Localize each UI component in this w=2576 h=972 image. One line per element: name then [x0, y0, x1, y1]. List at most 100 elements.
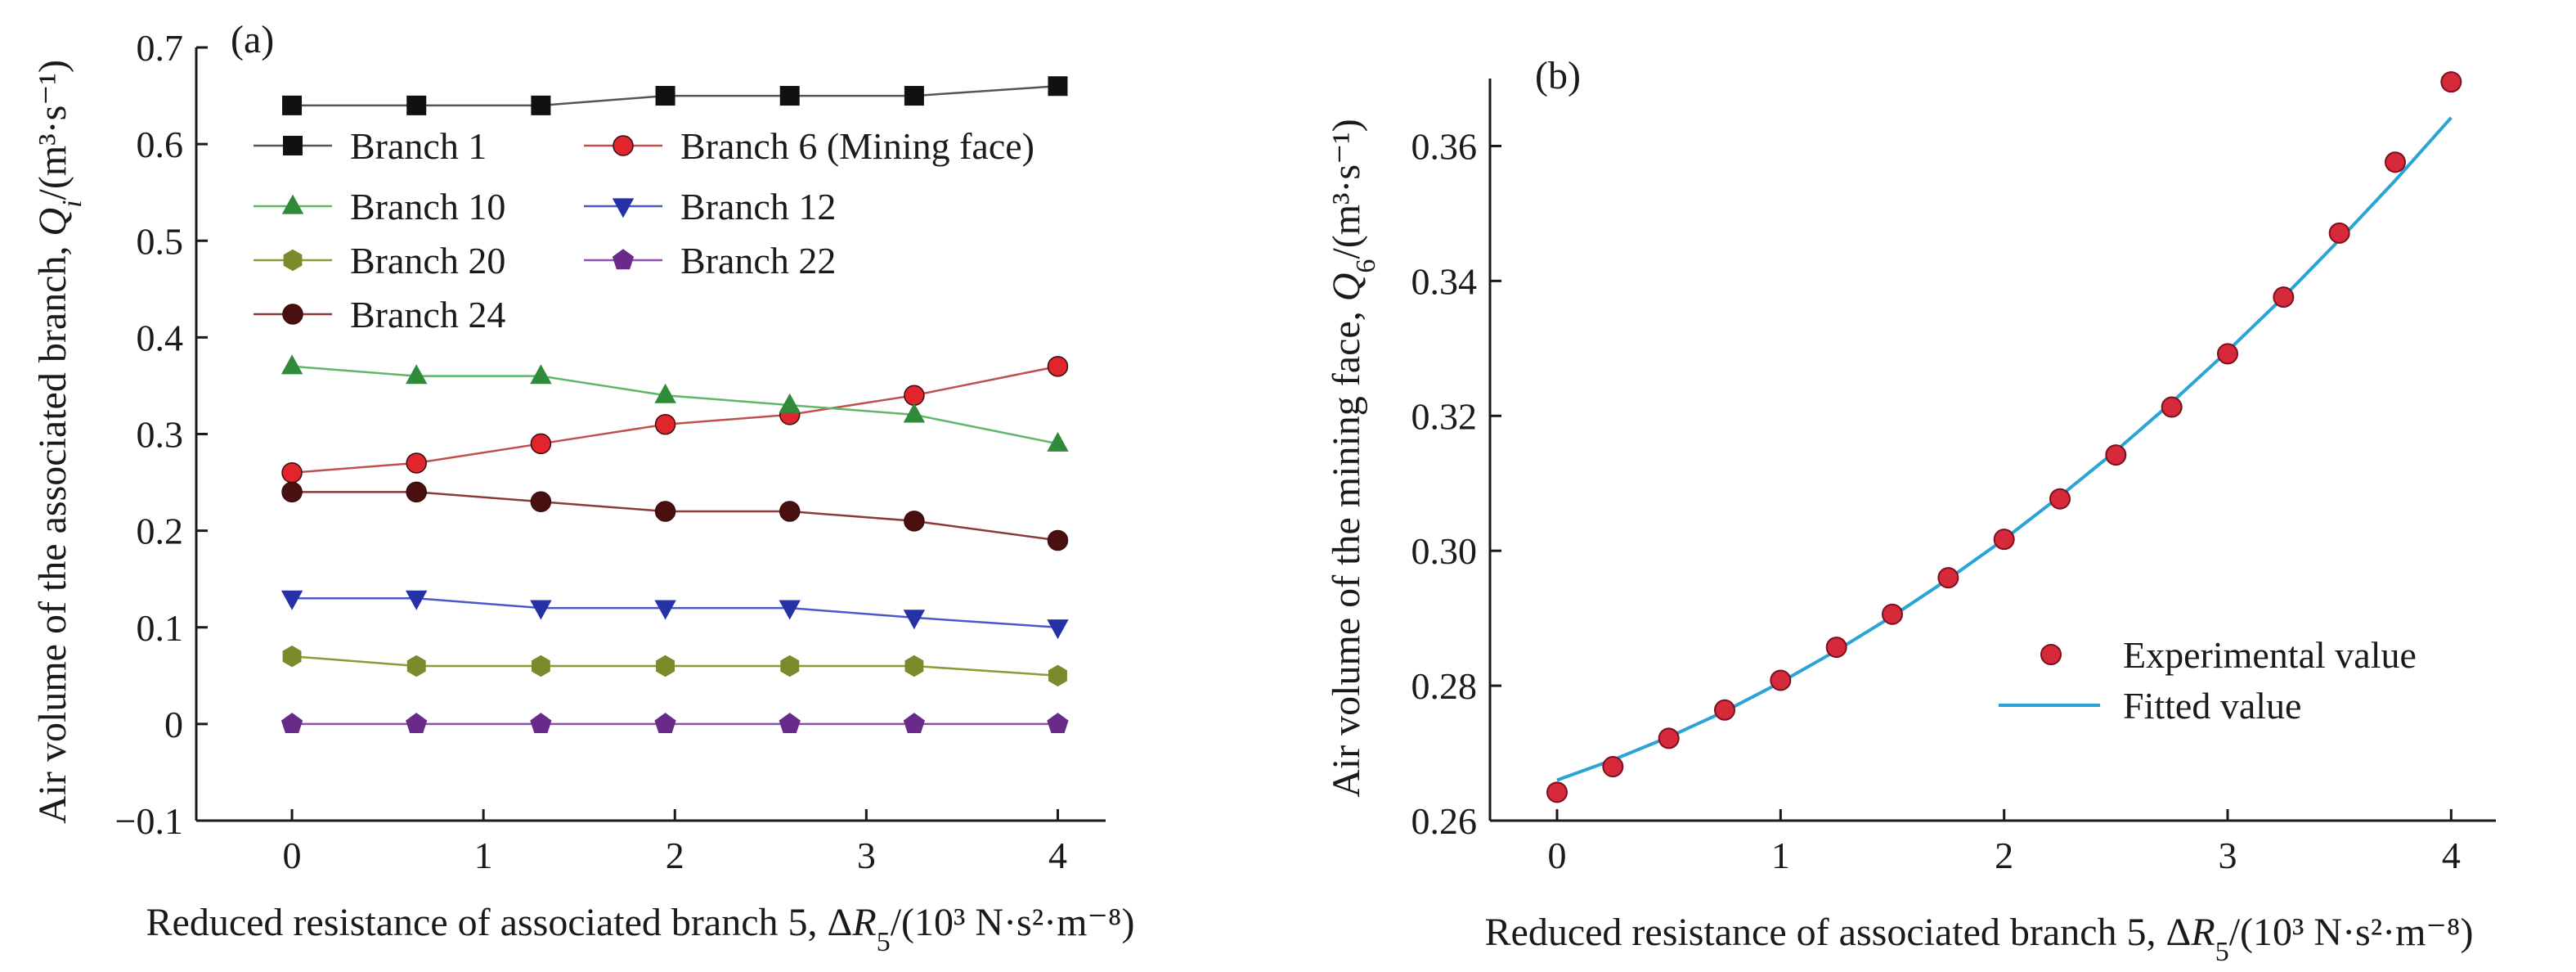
data-point [2217, 343, 2238, 365]
data-point [280, 590, 303, 610]
data-point [406, 95, 427, 115]
data-point [1825, 637, 1847, 659]
legend-label: Branch 1 [350, 125, 487, 167]
legend-item-branch-22: Branch 22 [584, 240, 836, 281]
data-point [530, 364, 552, 385]
panel-a-axes: 0 1 2 3 4 −0.1 0 0.1 0.2 0.3 0.4 0.5 0.6 0.7 [115, 27, 1106, 876]
panel-a-y-tick-label: 0.3 [137, 414, 184, 456]
panel-b-y-tick-label: 0.28 [1411, 665, 1478, 707]
legend-item-branch-12: Branch 12 [584, 186, 836, 227]
data-point [1048, 76, 1068, 97]
panel-b-xlabel: Reduced resistance of associated branch … [1485, 911, 2474, 967]
data-point [2049, 488, 2071, 510]
data-point [532, 655, 550, 677]
data-point [654, 501, 676, 522]
panel-a-y-tick-label: −0.1 [115, 800, 183, 842]
panel-b-x-tick-label: 3 [2219, 835, 2237, 876]
data-point [282, 646, 302, 668]
panel-a-chart: (a) Air volume of the associated branch,… [31, 18, 1135, 957]
data-point [1658, 727, 1680, 749]
data-point [2273, 286, 2295, 308]
data-point [904, 655, 924, 677]
data-point [406, 364, 428, 385]
panel-a-y-tick-label: 0 [164, 704, 183, 745]
legend-label: Branch 10 [350, 186, 505, 227]
panel-a-label: (a) [231, 18, 274, 61]
data-point [779, 86, 800, 106]
data-point [903, 713, 925, 733]
panel-a-y-tick-label: 0.6 [137, 124, 184, 165]
data-point [779, 393, 801, 413]
data-point [1602, 756, 1624, 778]
panel-b-y-tick-label: 0.26 [1411, 800, 1478, 842]
legend-marker [612, 249, 635, 270]
panel-a-x-tick-label: 1 [474, 835, 493, 876]
series-branch-12 [280, 590, 1069, 640]
panel-a-y-tick-label: 0.7 [137, 27, 184, 69]
panel-b-label: (b) [1535, 54, 1581, 97]
data-point [282, 95, 303, 115]
legend-label: Fitted value [2123, 685, 2301, 727]
data-point [779, 600, 801, 620]
legend-item-experimental-value: Experimental value [2040, 634, 2417, 676]
data-point [779, 501, 801, 522]
series-line [292, 655, 1058, 677]
legend-marker [283, 249, 303, 272]
data-point [656, 655, 675, 677]
legend-item-branch-24: Branch 24 [254, 294, 505, 335]
data-point [281, 462, 303, 484]
panel-a-y-tick-label: 0.1 [137, 607, 184, 649]
data-point [2440, 71, 2462, 93]
data-point [280, 354, 303, 375]
legend-item-branch-1: Branch 1 [254, 125, 487, 167]
panel-a-x-tick-label: 3 [857, 835, 876, 876]
series-branch-22 [280, 713, 1069, 733]
data-point [2161, 396, 2183, 418]
data-point [2328, 222, 2350, 244]
legend-label: Branch 12 [680, 186, 836, 227]
data-point [406, 590, 428, 610]
panel-b-x-tick-label: 1 [1771, 835, 1790, 876]
series-experimental-value [1546, 71, 2462, 803]
data-point [1937, 567, 1959, 589]
data-point [281, 481, 303, 503]
panel-b-x-tick-label: 2 [1995, 835, 2013, 876]
data-point [655, 86, 675, 106]
fitted-line [1556, 116, 2453, 782]
panel-a-x-tick-label: 4 [1048, 835, 1067, 876]
panel-b-ylabel: Air volume of the mining face, Q6/(m³·s⁻… [1325, 119, 1381, 798]
panel-a-x-tick-label: 0 [283, 835, 302, 876]
data-point [1047, 529, 1069, 551]
data-point [904, 511, 925, 532]
series-fitted-value [1556, 116, 2453, 782]
panel-b-axes: 0 1 2 3 4 0.26 0.28 0.30 0.32 0.34 0.36 [1411, 79, 2496, 876]
panel-b-y-tick-label: 0.30 [1411, 530, 1478, 572]
data-point [530, 491, 552, 512]
panel-a-x-tick-label: 2 [666, 835, 684, 876]
data-point [1047, 619, 1069, 640]
panel-b-y-tick-label: 0.36 [1411, 125, 1478, 167]
data-point [280, 713, 303, 733]
panel-a-plot-area [280, 76, 1069, 733]
series-line [292, 597, 1058, 629]
data-point [406, 655, 426, 677]
panel-a-legend: Branch 1 Branch 6 (Mining face) Branch 10 B… [254, 125, 1034, 335]
data-point [903, 610, 926, 630]
data-point [904, 86, 924, 106]
series-branch-20 [282, 646, 1067, 686]
data-point [530, 433, 552, 455]
panel-b-legend: Experimental value Fitted value [1999, 634, 2417, 727]
data-point [654, 713, 676, 733]
panel-b-chart: (b) Air volume of the mining face, Q6/(m… [1325, 54, 2496, 967]
legend-marker [2040, 644, 2062, 665]
data-point [406, 481, 427, 503]
data-point [779, 713, 801, 733]
data-point [1993, 529, 2015, 551]
legend-label: Branch 24 [350, 294, 505, 335]
data-point [530, 600, 552, 620]
legend-item-branch-6-mining-face: Branch 6 (Mining face) [584, 125, 1034, 167]
panel-a-y-tick-label: 0.2 [137, 511, 184, 552]
data-point [530, 713, 552, 733]
legend-marker [612, 198, 635, 218]
